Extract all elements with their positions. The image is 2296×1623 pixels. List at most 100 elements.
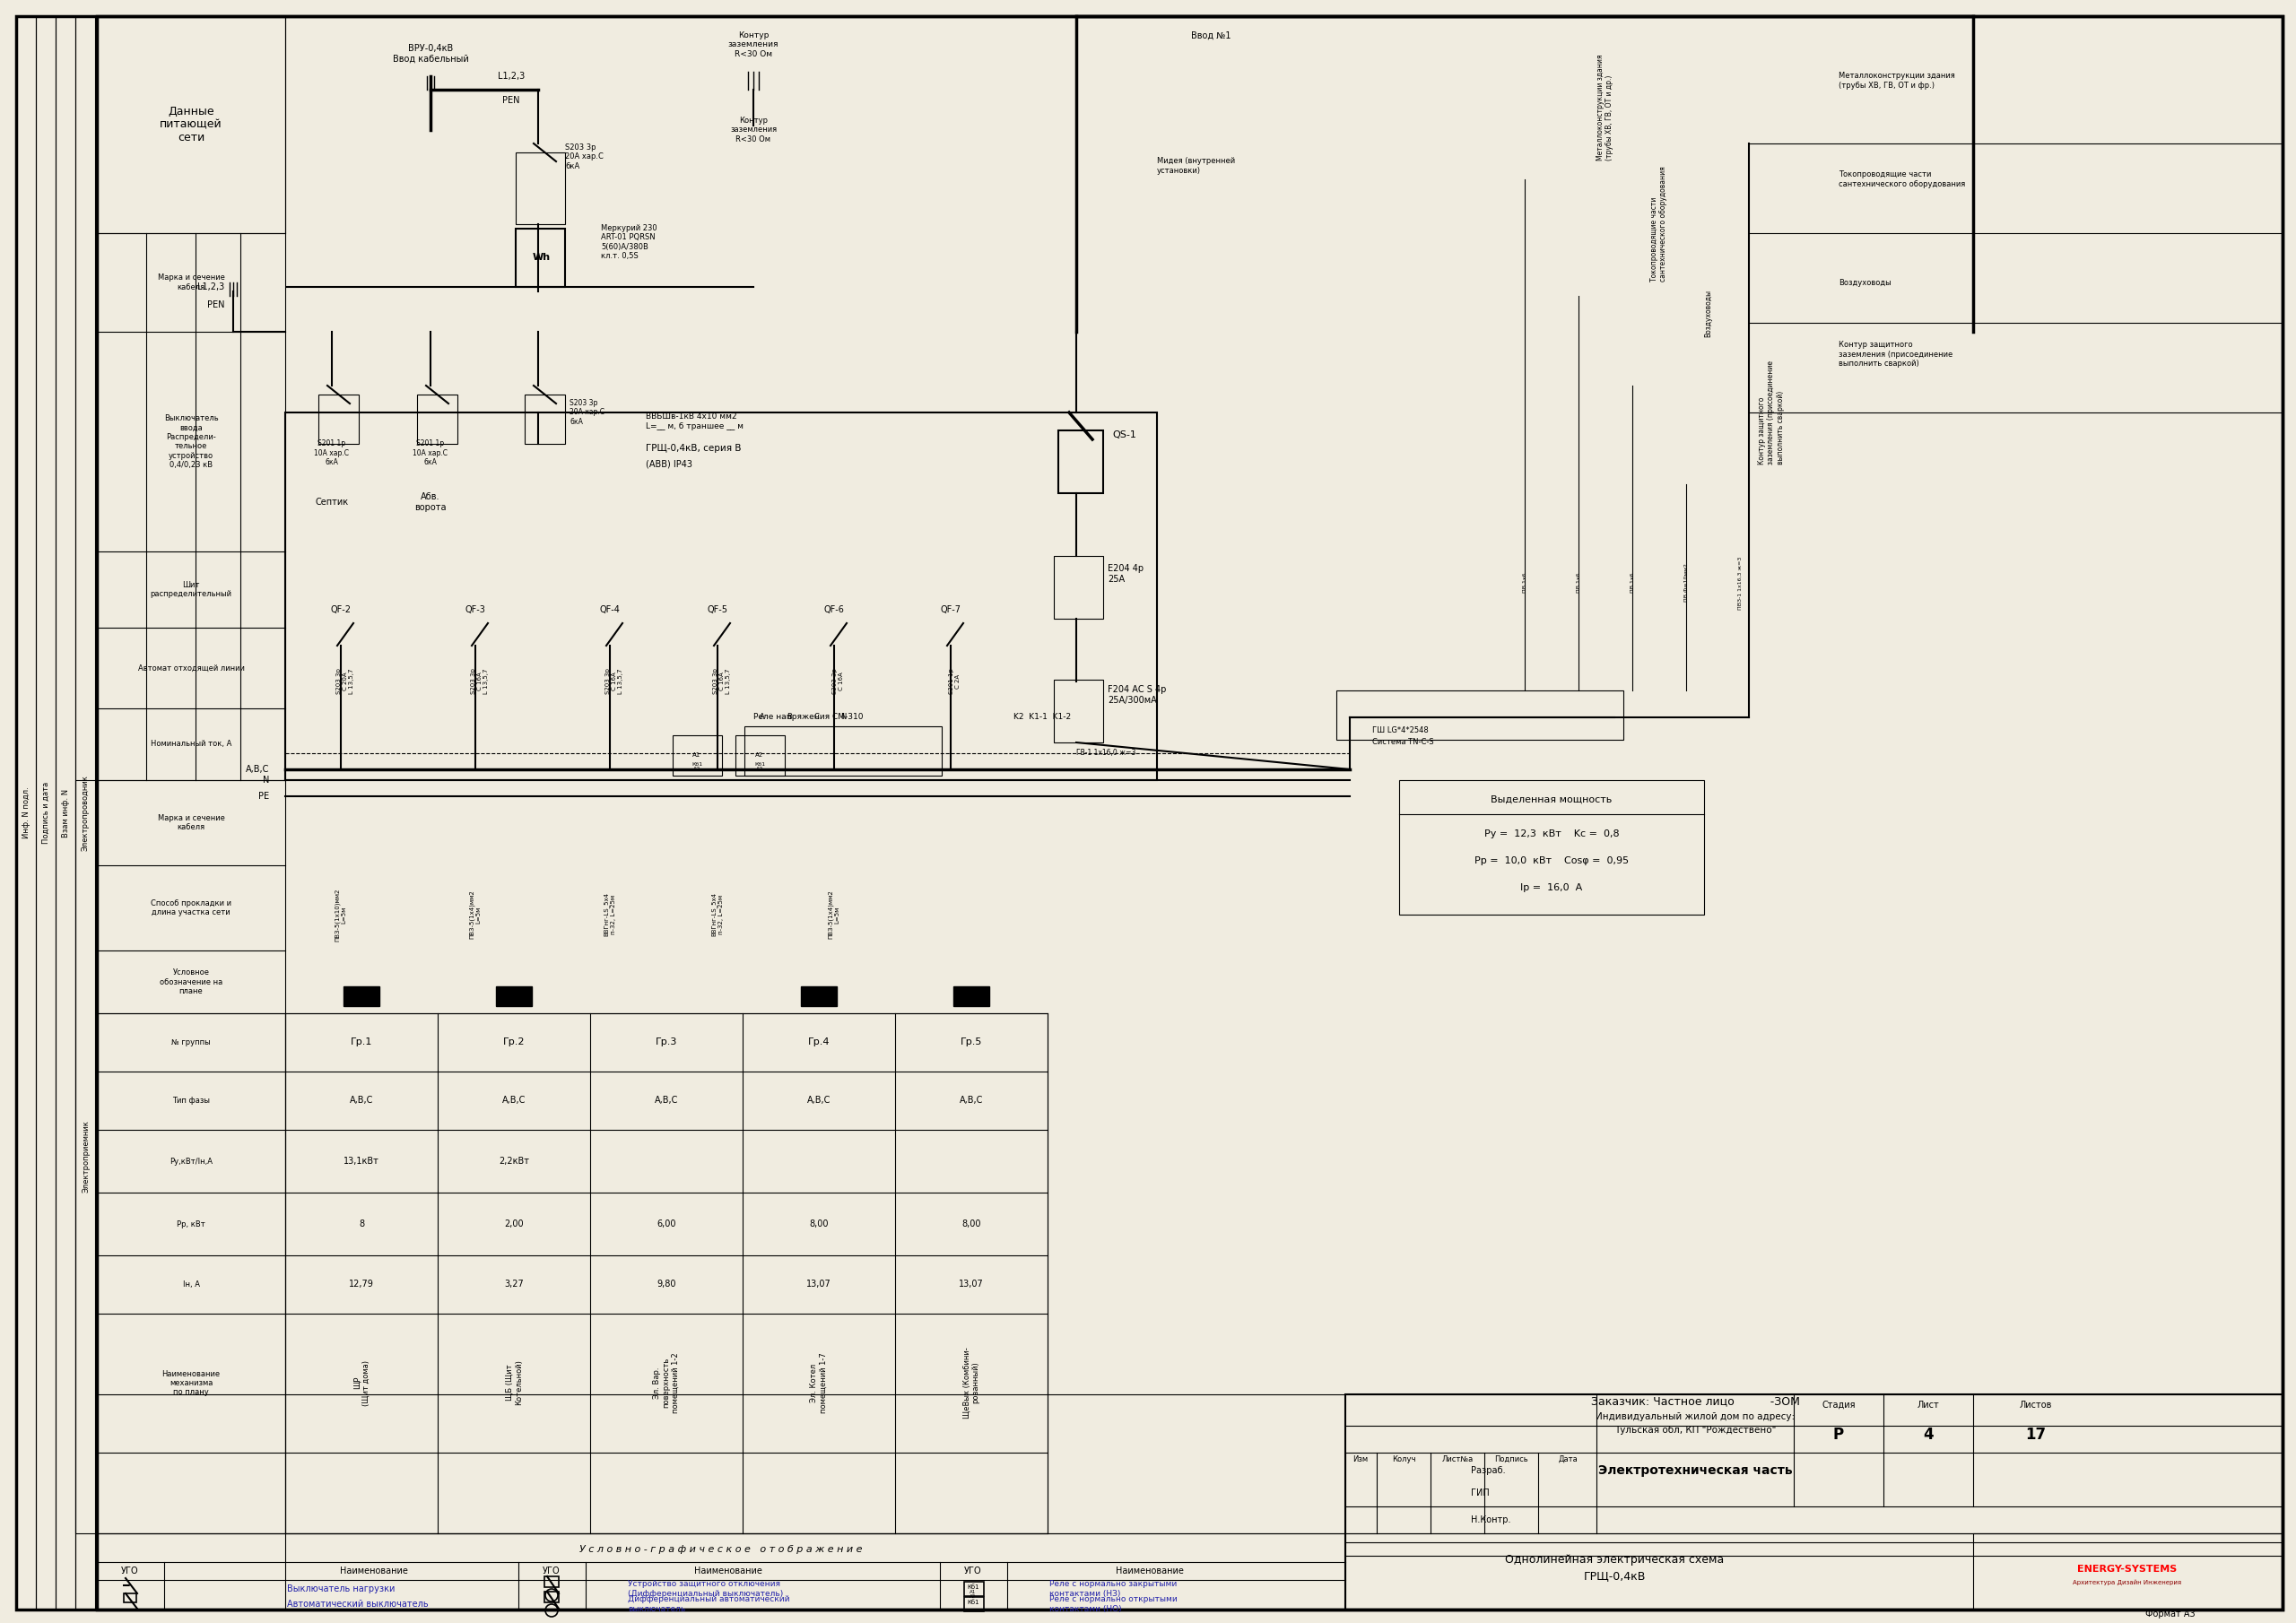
Text: Токопроводящие части
сантехнического оборудования: Токопроводящие части сантехнического обо… [1839,170,1965,188]
Text: Устройство защитного отключения
(Дифференциальный выключатель): Устройство защитного отключения (Диффере… [627,1581,783,1597]
Bar [1972,1534,2282,1610]
Text: QF-4: QF-4 [599,605,620,613]
Text: 13,07: 13,07 [960,1279,983,1289]
Bar [1398,781,1704,915]
Text: ВВБШв-1кВ 4х10 мм2
L=__ м, б траншее __ м: ВВБШв-1кВ 4х10 мм2 L=__ м, б траншее __ … [645,412,744,430]
Text: Pр =  10,0  кВт    Cosφ =  0,95: Pр = 10,0 кВт Cosφ = 0,95 [1474,857,1628,865]
Text: ГВ-1 1х16,0 ж=3: ГВ-1 1х16,0 ж=3 [1077,750,1137,758]
Text: Токопроводящие части
сантехнического оборудования: Токопроводящие части сантехнического обо… [1651,167,1667,282]
Text: Шит
распределительный: Шит распределительный [149,581,232,599]
Text: 8,00: 8,00 [808,1219,829,1229]
Text: ENERGY-SYSTEMS: ENERGY-SYSTEMS [2078,1565,2177,1574]
Text: Подпись и дата: Подпись и дата [41,782,51,844]
Text: Листов: Листов [2020,1401,2053,1410]
Text: ГРЩ-0,4кВ, серия В: ГРЩ-0,4кВ, серия В [645,443,742,453]
Bar [418,394,457,443]
Text: А,В,С: А,В,С [503,1096,526,1105]
Bar [285,1013,1047,1534]
Text: Эл. Котел
помещений 1-7: Эл. Котел помещений 1-7 [810,1352,827,1414]
Text: Марка и сечение
кабеля: Марка и сечение кабеля [158,815,225,831]
Bar [517,229,565,287]
Text: Дата: Дата [1559,1454,1577,1462]
Text: L1,2,3: L1,2,3 [197,282,225,292]
Text: УГО: УГО [542,1566,560,1576]
Text: A: A [760,714,765,721]
Text: N: N [840,714,845,721]
Text: QF-6: QF-6 [824,605,845,613]
Text: УГО: УГО [964,1566,983,1576]
Text: S203 3р
С 16А
L 13,5,7: S203 3р С 16А L 13,5,7 [606,669,622,695]
Text: K2  K1-1  K1-2: K2 K1-1 K1-2 [1013,714,1070,721]
Text: Меркурий 230
ART-01 PQRSN
5(60)А/380В
кл.т. 0,5S: Меркурий 230 ART-01 PQRSN 5(60)А/380В кл… [602,224,657,260]
Bar [1054,680,1102,742]
Text: Выключатель
ввода
Распредели-
тельное
устройство
0,4/0,23 кВ: Выключатель ввода Распредели- тельное ус… [163,414,218,469]
Bar [744,727,941,776]
Text: S203 3р
20А хар.С
6кА: S203 3р 20А хар.С 6кА [569,399,604,425]
Text: Эл. Вар.
поверхность
помещений 1-2: Эл. Вар. поверхность помещений 1-2 [652,1352,680,1414]
Text: 4: 4 [1924,1427,1933,1443]
Text: QS-1: QS-1 [1111,430,1137,440]
Text: Wh: Wh [533,253,551,261]
Bar [16,16,37,1610]
Text: А,В,С: А,В,С [960,1096,983,1105]
Text: Дифференциальный автоматический
выключатель: Дифференциальный автоматический выключат… [627,1595,790,1613]
Text: Автомат отходящей линии: Автомат отходящей линии [138,664,243,672]
Text: Номинальный ток, А: Номинальный ток, А [152,740,232,748]
Text: 13,1кВт: 13,1кВт [344,1157,379,1165]
Text: А,В,С: А,В,С [246,764,269,774]
Text: Индивидуальный жилой дом по адресу:: Индивидуальный жилой дом по адресу: [1596,1412,1795,1422]
Text: L1,2,3: L1,2,3 [498,71,526,81]
Text: Реле напряжения СМ-310: Реле напряжения СМ-310 [753,714,863,721]
Text: Гр.1: Гр.1 [351,1037,372,1047]
Text: Мидея (внутренней
установки): Мидея (внутренней установки) [1157,157,1235,175]
Text: Инф. N подл.: Инф. N подл. [23,787,30,839]
Text: ПВЗ-1 1х16,3 ж=3: ПВЗ-1 1х16,3 ж=3 [1738,557,1743,610]
Text: Реле с нормально закрытыми
контактами (НЗ): Реле с нормально закрытыми контактами (Н… [1049,1581,1178,1597]
Text: Выделенная мощность: Выделенная мощность [1490,795,1612,805]
Text: Кб1
А2: Кб1 А2 [691,761,703,771]
Text: ПВЗ-5(1х4)мм2
L=5м: ПВЗ-5(1х4)мм2 L=5м [468,889,482,940]
Text: Кб1
А2: Кб1 А2 [753,761,765,771]
Text: S203 3р
С 16А
L 13,5,7: S203 3р С 16А L 13,5,7 [471,669,489,695]
Text: Гр.4: Гр.4 [808,1037,829,1047]
Text: ПВ 1х6: ПВ 1х6 [1522,573,1527,592]
Bar [76,16,94,1610]
Text: F204 АС S 4р
25А/300мА: F204 АС S 4р 25А/300мА [1107,685,1166,704]
Bar [76,781,96,1534]
Text: S203 3р
С 16А: S203 3р С 16А [833,669,845,695]
Text: 8,00: 8,00 [962,1219,980,1229]
Text: Разраб.: Разраб. [1472,1466,1506,1475]
Text: S203 3р
С 16А
L 13,5,7: S203 3р С 16А L 13,5,7 [714,669,730,695]
Text: Контур защитного
заземления (присоединение
выполнить сваркой): Контур защитного заземления (присоединен… [1839,341,1952,367]
Text: Лист№а: Лист№а [1442,1454,1474,1462]
Text: Металлоконструкции здания
(трубы ХВ, ГВ, ОТ и фр.): Металлоконструкции здания (трубы ХВ, ГВ,… [1839,71,1954,89]
Text: Р: Р [1832,1427,1844,1443]
Bar [801,987,836,1006]
Text: 2,00: 2,00 [505,1219,523,1229]
Text: S203 3р
С 20А
L 13,5,7: S203 3р С 20А L 13,5,7 [335,669,354,695]
Text: Гр.5: Гр.5 [960,1037,983,1047]
Bar [96,16,285,234]
Text: Формат А3: Формат А3 [2144,1610,2195,1618]
Bar [96,1534,1345,1610]
Text: ВРУ-0,4кВ
Ввод кабельный: ВРУ-0,4кВ Ввод кабельный [393,44,468,63]
Text: УГО: УГО [122,1566,138,1576]
Text: 2,2кВт: 2,2кВт [498,1157,528,1165]
Bar [37,16,55,1610]
Text: Наименование: Наименование [1116,1566,1185,1576]
Text: Тип фазы: Тип фазы [172,1097,209,1105]
Text: QF-3: QF-3 [466,605,484,613]
Text: Подпись: Подпись [1495,1454,1529,1462]
Text: Данные
питающей
сети: Данные питающей сети [161,105,223,144]
Text: B: B [788,714,792,721]
Bar [55,16,76,1610]
Text: 13,07: 13,07 [806,1279,831,1289]
Bar [953,987,990,1006]
Text: S201 1р
С 2А: S201 1р С 2А [948,669,962,695]
Text: Электроприемник: Электроприемник [83,1120,90,1193]
Text: А1
А2: А1 А2 [969,1589,976,1599]
Bar [124,1594,135,1602]
Text: S201 1р
10А хар.С
6кА: S201 1р 10А хар.С 6кА [413,440,448,466]
Text: Марка и сечение
кабеля: Марка и сечение кабеля [158,274,225,291]
Text: 8: 8 [358,1219,365,1229]
